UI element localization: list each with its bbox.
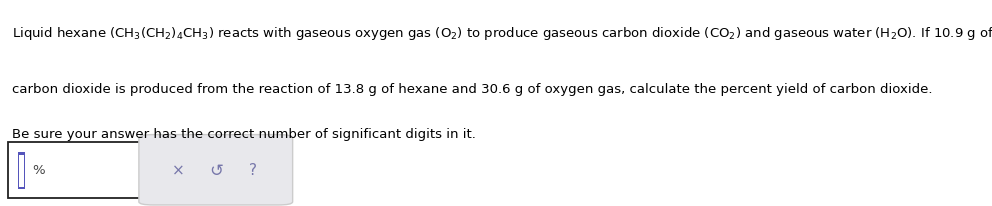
FancyBboxPatch shape bbox=[18, 152, 24, 155]
FancyBboxPatch shape bbox=[139, 135, 293, 205]
Text: Be sure your answer has the correct number of significant digits in it.: Be sure your answer has the correct numb… bbox=[12, 128, 476, 141]
FancyBboxPatch shape bbox=[8, 142, 142, 198]
Text: ×: × bbox=[173, 163, 185, 177]
Text: %: % bbox=[33, 164, 46, 176]
Text: ?: ? bbox=[249, 163, 257, 177]
Text: carbon dioxide is produced from the reaction of 13.8 g of hexane and 30.6 g of o: carbon dioxide is produced from the reac… bbox=[12, 82, 932, 95]
Text: ↺: ↺ bbox=[209, 161, 222, 179]
FancyBboxPatch shape bbox=[24, 152, 25, 190]
FancyBboxPatch shape bbox=[18, 187, 24, 190]
Text: Liquid hexane $\left(\mathrm{CH_3(CH_2)_4CH_3}\right)$ reacts with gaseous oxyge: Liquid hexane $\left(\mathrm{CH_3(CH_2)_… bbox=[12, 25, 992, 42]
FancyBboxPatch shape bbox=[18, 152, 19, 190]
